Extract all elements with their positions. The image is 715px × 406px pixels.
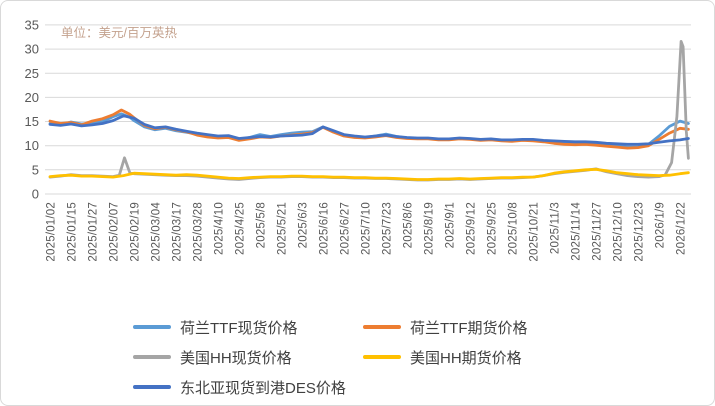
x-axis-tick-label: 2025/01/27: [88, 202, 100, 262]
x-axis-tick-label: 2025/10/8: [508, 202, 520, 255]
y-axis-tick-label: 25: [25, 66, 39, 81]
x-axis-tick-label: 2025/12/10: [613, 202, 625, 262]
x-axis-tick-label: 2025/03/28: [193, 202, 205, 262]
y-axis-tick-label: 10: [25, 138, 39, 153]
chart-legend: 荷兰TTF现货价格 荷兰TTF期货价格 美国HH现货价格 美国HH期货价格 东北…: [133, 314, 528, 400]
legend-item-hh-spot: 美国HH现货价格: [133, 344, 363, 370]
legend-label-ttf-spot: 荷兰TTF现货价格: [180, 319, 298, 337]
x-axis-tick-label: 2025/8/6: [403, 202, 415, 248]
x-axis-tick-label: 2025/7/23: [382, 202, 394, 255]
x-axis-tick-label: 2025/12/23: [634, 202, 646, 262]
x-axis-tick-label: 2026/1/22: [676, 202, 688, 255]
x-axis-tick-label: 2025/7/10: [361, 202, 373, 255]
x-axis-tick-label: 2025/11/3: [550, 202, 562, 254]
x-axis-tick-label: 2026/1/9: [655, 202, 667, 248]
x-axis-tick-label: 2025/9/12: [466, 202, 478, 255]
x-axis-tick-label: 2025/4/25: [235, 202, 247, 255]
y-axis-tick-label: 20: [25, 90, 39, 105]
y-axis-tick-label: 30: [25, 42, 39, 57]
x-axis-tick-label: 2025/6/16: [319, 202, 331, 255]
x-axis-tick-label: 2025/9/1: [445, 202, 457, 248]
x-axis-tick-label: 2025/11/14: [571, 202, 583, 261]
legend-swatch-hh-futures: [363, 355, 401, 359]
y-axis-tick-label: 35: [25, 17, 39, 32]
series-line-hh-futures: [48, 167, 690, 181]
series-line-nea-des: [48, 114, 690, 146]
legend-swatch-ttf-futures: [363, 325, 401, 329]
legend-item-ttf-futures: 荷兰TTF期货价格: [363, 314, 528, 340]
legend-label-hh-futures: 美国HH期货价格: [410, 349, 522, 367]
x-axis-tick-label: 2025/5/8: [256, 202, 268, 248]
x-axis-tick-label: 2025/10/21: [529, 202, 541, 262]
y-axis-tick-label: 15: [25, 114, 39, 129]
x-axis-tick-label: 2025/11/27: [592, 202, 604, 261]
x-axis-tick-label: 2025/02/07: [109, 202, 121, 262]
unit-label: 单位：美元/百万英热: [61, 26, 177, 40]
legend-swatch-hh-spot: [133, 355, 171, 359]
x-axis-tick-label: 2025/03/04: [151, 202, 163, 262]
legend-swatch-ttf-spot: [133, 325, 171, 329]
legend-label-ttf-futures: 荷兰TTF期货价格: [410, 319, 528, 337]
x-axis-tick-label: 2025/8/19: [424, 202, 436, 255]
x-axis-tick-label: 2025/03/17: [172, 202, 184, 262]
x-axis-tick-label: 2025/5/21: [277, 202, 289, 255]
x-axis-tick-label: 2025/9/25: [487, 202, 499, 255]
y-axis-tick-label: 0: [32, 187, 39, 202]
legend-item-hh-futures: 美国HH期货价格: [363, 344, 528, 370]
legend-swatch-nea-des: [133, 385, 171, 389]
y-axis-tick-label: 5: [32, 162, 39, 177]
legend-label-hh-spot: 美国HH现货价格: [180, 349, 292, 367]
x-axis-tick-label: 2025/6/27: [340, 202, 352, 255]
legend-item-ttf-spot: 荷兰TTF现货价格: [133, 314, 363, 340]
x-axis-tick-label: 2025/01/15: [67, 202, 79, 262]
legend-label-nea-des: 东北亚现货到港DES价格: [180, 379, 346, 397]
series-line-hh-spot: [48, 40, 690, 182]
legend-item-nea-des: 东北亚现货到港DES价格: [133, 374, 363, 400]
x-axis-tick-label: 2025/4/10: [214, 202, 226, 255]
x-axis-tick-label: 2025/02/19: [130, 202, 142, 262]
x-axis-tick-label: 2025/6/3: [298, 202, 310, 248]
x-axis-tick-label: 2025/01/02: [46, 202, 58, 262]
